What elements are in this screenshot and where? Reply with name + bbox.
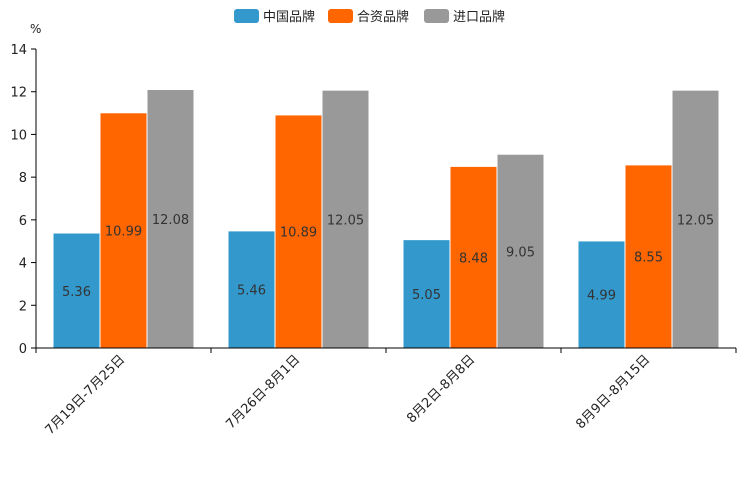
legend-swatch xyxy=(234,9,259,23)
legend-label: 合资品牌 xyxy=(357,9,409,25)
bar xyxy=(625,165,672,348)
data-label: 5.05 xyxy=(412,288,441,303)
data-label: 10.99 xyxy=(105,225,142,240)
data-label: 8.55 xyxy=(634,251,663,266)
bar xyxy=(100,113,147,348)
bar xyxy=(275,115,322,348)
bar xyxy=(228,231,275,348)
x-category-label: 7月26日-8月1日 xyxy=(223,352,303,432)
x-category-label: 7月19日-7月25日 xyxy=(43,352,129,438)
y-tick-label: 2 xyxy=(19,299,27,314)
y-tick-label: 0 xyxy=(19,342,27,357)
legend: 中国品牌 合资品牌 进口品牌 xyxy=(234,9,505,25)
legend-label: 进口品牌 xyxy=(453,9,505,25)
y-tick-label: 6 xyxy=(19,214,27,229)
y-tick-label: 12 xyxy=(10,86,27,101)
y-tick-label: 8 xyxy=(19,171,27,186)
y-tick-label: 14 xyxy=(10,43,27,58)
data-label: 12.05 xyxy=(327,213,364,228)
y-axis: 0 2 4 6 8 10 12 14 xyxy=(10,43,37,357)
bar xyxy=(322,90,369,349)
y-tick-label: 10 xyxy=(10,128,27,143)
legend-swatch xyxy=(328,9,353,23)
y-axis-unit-label: % xyxy=(30,22,41,36)
x-category-label: 8月9日-8月15日 xyxy=(573,352,653,432)
bar xyxy=(672,90,719,349)
bar xyxy=(450,166,497,348)
legend-label: 中国品牌 xyxy=(263,9,315,25)
data-label: 12.08 xyxy=(152,213,189,228)
bar xyxy=(497,154,544,348)
data-label: 8.48 xyxy=(459,251,488,266)
x-axis: 7月19日-7月25日 7月26日-8月1日 8月2日-8月8日 8月9日-8月15日 xyxy=(35,347,737,438)
bar xyxy=(578,241,625,348)
bar xyxy=(403,240,450,348)
x-category-label: 8月2日-8月8日 xyxy=(404,352,478,426)
y-tick-label: 4 xyxy=(19,257,27,272)
data-label: 12.05 xyxy=(677,213,714,228)
bar xyxy=(53,233,100,348)
data-label: 10.89 xyxy=(280,226,317,241)
data-label: 5.36 xyxy=(62,285,91,300)
data-label: 9.05 xyxy=(506,245,535,260)
data-label: 5.46 xyxy=(237,284,266,299)
data-label: 4.99 xyxy=(587,289,616,304)
legend-swatch xyxy=(424,9,449,23)
bar xyxy=(147,90,194,349)
bars: 5.36 10.99 12.08 5.46 10.89 12.05 5.05 8.48 9.05… xyxy=(53,90,719,349)
